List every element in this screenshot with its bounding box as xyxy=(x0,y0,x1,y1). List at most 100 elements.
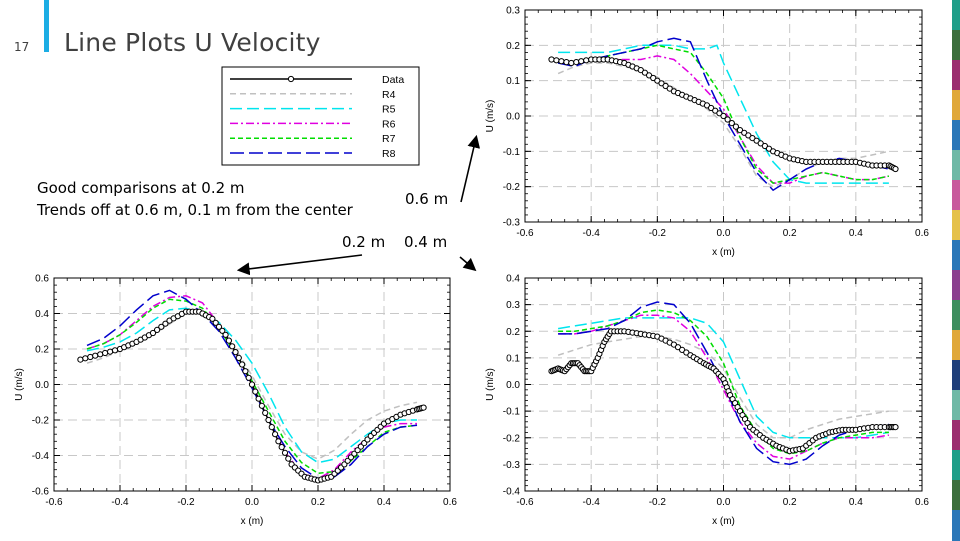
legend-label-r5: R5 xyxy=(382,104,396,116)
y-tick-label: 0.3 xyxy=(506,300,520,311)
x-tick-label: -0.6 xyxy=(45,497,63,508)
data-point xyxy=(232,349,239,356)
x-tick-label: -0.4 xyxy=(583,228,601,239)
strip-segment xyxy=(952,210,960,241)
legend-marker xyxy=(287,75,295,83)
note-line-2: Trends off at 0.6 m, 0.1 m from the cent… xyxy=(37,201,353,219)
y-tick-label: 0.2 xyxy=(506,41,520,52)
data-point xyxy=(720,112,727,120)
data-point xyxy=(724,116,731,123)
x-tick-label: 0.0 xyxy=(717,228,731,239)
y-tick-label: 0.0 xyxy=(35,380,49,391)
strip-segment xyxy=(952,360,960,391)
data-point xyxy=(666,85,673,92)
y-axis-label: U (m/s) xyxy=(485,368,496,401)
y-tick-label: -0.4 xyxy=(32,451,50,462)
strip-segment xyxy=(952,390,960,421)
slide-title: Line Plots U Velocity xyxy=(64,28,321,57)
data-point xyxy=(558,58,565,65)
data-point xyxy=(102,349,109,357)
data-point xyxy=(892,424,899,431)
x-tick-label: -0.6 xyxy=(516,228,534,239)
data-point xyxy=(275,438,282,445)
data-point xyxy=(255,395,262,402)
series-line-r8 xyxy=(86,289,418,480)
strip-segment xyxy=(952,270,960,301)
x-tick-label: 0.0 xyxy=(717,497,731,508)
arrow-to-0-4m-plot xyxy=(459,256,477,272)
legend-label-r8: R8 xyxy=(382,148,396,160)
data-point xyxy=(573,59,580,66)
data-point xyxy=(82,355,89,362)
y-tick-label: -0.2 xyxy=(503,433,521,444)
data-point xyxy=(212,319,219,326)
plot-frame xyxy=(524,277,923,492)
legend-label-r4: R4 xyxy=(382,89,396,101)
x-tick-label: 0.2 xyxy=(311,497,325,508)
y-tick-label: 0.2 xyxy=(506,327,520,338)
y-tick-label: -0.3 xyxy=(503,218,521,229)
data-point xyxy=(107,348,114,355)
data-point xyxy=(219,327,226,334)
strip-segment xyxy=(952,450,960,481)
x-tick-label: 0.4 xyxy=(849,497,863,508)
x-tick-label: 0.4 xyxy=(849,228,863,239)
strip-segment xyxy=(952,0,960,31)
x-tick-label: -0.2 xyxy=(649,497,667,508)
data-point xyxy=(262,409,269,416)
pointer-arrows xyxy=(236,134,481,276)
plot-frame xyxy=(524,9,923,223)
arrow-to-0-2m-plot xyxy=(236,254,363,276)
plot-frame xyxy=(53,277,451,492)
data-point xyxy=(548,56,555,63)
y-tick-label: -0.2 xyxy=(32,416,50,427)
y-tick-label: 0.1 xyxy=(506,353,520,364)
data-point xyxy=(252,388,259,395)
y-tick-label: 0.6 xyxy=(35,274,49,285)
y-tick-label: -0.2 xyxy=(503,182,521,193)
y-tick-label: -0.4 xyxy=(503,487,521,498)
strip-segment xyxy=(952,240,960,271)
series-line-r7 xyxy=(558,309,889,455)
data-point xyxy=(154,326,161,333)
slide-number: 17 xyxy=(14,40,30,54)
y-tick-label: -0.1 xyxy=(503,147,521,158)
data-point xyxy=(225,337,232,344)
data-point xyxy=(229,343,236,350)
x-tick-label: 0.2 xyxy=(783,497,797,508)
series-line-r5 xyxy=(86,307,417,464)
strip-segment xyxy=(952,420,960,451)
x-tick-label: 0.6 xyxy=(443,497,457,508)
x-tick-label: 0.6 xyxy=(915,497,929,508)
data-point xyxy=(258,402,265,409)
legend-label-data: Data xyxy=(382,74,404,86)
data-point xyxy=(92,352,99,359)
pointer-label-0-6m: 0.6 m xyxy=(405,190,449,208)
data-point xyxy=(87,353,94,361)
y-tick-label: -0.6 xyxy=(32,487,50,498)
strip-segment xyxy=(952,120,960,151)
data-point xyxy=(77,356,84,363)
strip-segment xyxy=(952,30,960,61)
y-tick-label: 0.4 xyxy=(35,309,49,320)
data-point xyxy=(736,127,744,134)
strip-segment xyxy=(952,300,960,331)
y-tick-label: 0.3 xyxy=(506,6,520,17)
data-point xyxy=(268,424,275,431)
data-point xyxy=(209,315,216,322)
strip-segment xyxy=(952,480,960,511)
data-point xyxy=(272,431,279,438)
x-axis-label: x (m) xyxy=(241,516,264,527)
legend: Data R4 R5 R6 R7 R8 xyxy=(221,66,420,166)
x-tick-label: -0.2 xyxy=(649,228,667,239)
data-point xyxy=(215,323,223,330)
data-point xyxy=(281,449,289,456)
legend-label-r7: R7 xyxy=(382,133,396,145)
x-tick-label: 0.4 xyxy=(377,497,391,508)
data-point xyxy=(583,57,590,64)
series-line-r4 xyxy=(86,312,418,460)
title-accent-bar xyxy=(44,0,49,52)
legend-label-r6: R6 xyxy=(382,118,396,130)
data-point xyxy=(568,59,575,67)
